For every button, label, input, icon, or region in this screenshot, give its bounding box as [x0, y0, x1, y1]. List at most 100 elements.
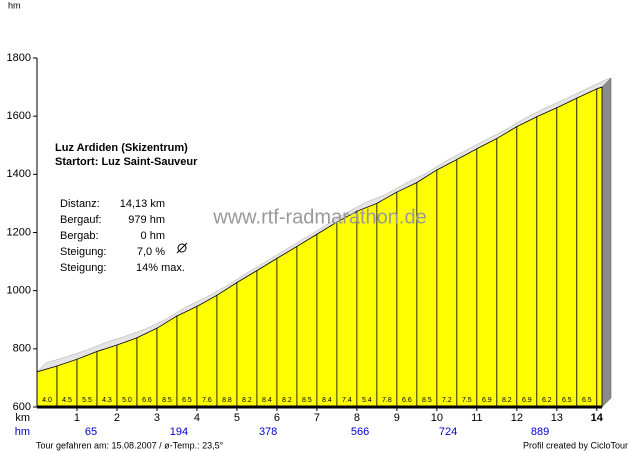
- profile-segment: [356, 202, 378, 408]
- gradient-label: 8.5: [162, 397, 172, 404]
- footer-left: Tour gefahren am: 15.08.2007 / ø-Temp.: …: [36, 440, 224, 450]
- profile-segment: [216, 281, 238, 408]
- profile-segment: [256, 257, 278, 408]
- profile-segment: [316, 221, 338, 408]
- gradient-label: 6.5: [562, 397, 572, 404]
- profile-segment: [136, 327, 158, 408]
- gradient-label: 8.5: [422, 397, 432, 404]
- gradient-label: 6.9: [482, 397, 492, 404]
- watermark: www.rtf-radmarathon.de: [212, 206, 426, 228]
- y-tick-label: 1800: [7, 52, 31, 64]
- climb-label: 889: [531, 426, 549, 438]
- x-tick-label: 3: [154, 412, 160, 424]
- gradient-label: 6.5: [582, 397, 592, 404]
- y-tick-label: 1600: [7, 110, 31, 122]
- plot: 4.0 4.5 5.5 4.3 5.0 6.6 8.5 6.5 7.6 8.8 8.2 8.4 8.2 8…: [7, 52, 612, 438]
- profile-segment: [496, 125, 518, 408]
- x-tick-label: 10: [431, 412, 443, 424]
- x-tick-label: 7: [314, 412, 320, 424]
- climb-unit: hm: [15, 426, 30, 438]
- y-unit: hm: [8, 0, 21, 10]
- gradient-label: 4.3: [102, 397, 112, 404]
- gradient-label: 7.2: [442, 397, 452, 404]
- gradient-label: 6.2: [542, 397, 552, 404]
- stat-value: 14% max.: [136, 262, 185, 274]
- gradient-label: 8.8: [222, 397, 232, 404]
- climb-label: 566: [351, 426, 369, 438]
- stats: Distanz: 14,13 km Bergauf: 979 hm Bergab: 0 h…: [60, 198, 185, 274]
- climb-label: 194: [170, 426, 188, 438]
- info-start: Startort: Luz Saint-Sauveur: [55, 156, 198, 168]
- x-tick-label: 9: [394, 412, 400, 424]
- y-tick-label: 1200: [7, 226, 31, 238]
- profile-segment: [176, 305, 198, 408]
- profile-segment: [276, 245, 298, 408]
- profile-segment: [576, 88, 598, 408]
- stat-label: Steigung:: [60, 246, 106, 258]
- profile-segment: [196, 294, 218, 408]
- x-tick-label: 8: [354, 412, 360, 424]
- stat-label: Bergauf:: [60, 214, 102, 226]
- stat-value: 7,0 %: [137, 246, 165, 258]
- gradient-label: 6.6: [142, 397, 152, 404]
- profile-segment: [556, 97, 578, 408]
- profile-side-face: [601, 77, 612, 408]
- stat-label: Steigung:: [60, 262, 106, 274]
- gradient-label: 8.4: [262, 397, 272, 404]
- stat-label: Bergab:: [60, 230, 99, 242]
- stat-value: 14,13 km: [120, 198, 165, 210]
- x-tick-label: 2: [114, 412, 120, 424]
- y-tick-label: 600: [13, 401, 31, 413]
- gradient-label: 7.4: [342, 397, 352, 404]
- gradient-label: 5.4: [362, 397, 372, 404]
- gradient-label: 6.5: [182, 397, 192, 404]
- stat-value: 979 hm: [128, 214, 165, 226]
- average-symbol: [176, 242, 188, 254]
- profile-segment: [516, 116, 538, 408]
- profile-segment: [596, 86, 603, 408]
- y-tick-label: 1400: [7, 168, 31, 180]
- profile-segment: [296, 233, 318, 408]
- gradient-label: 4.0: [42, 397, 52, 404]
- x-tick-label: 14: [591, 412, 604, 424]
- stat-label: Distanz:: [60, 198, 100, 210]
- profile-segment: [536, 107, 558, 408]
- gradient-label: 8.2: [502, 397, 512, 404]
- gradient-label: 8.4: [322, 397, 332, 404]
- profile-segment: [436, 158, 458, 408]
- y-tick-label: 1000: [7, 285, 31, 297]
- x-tick-label: 1: [74, 412, 80, 424]
- climb-label: 378: [259, 426, 277, 438]
- profile-segment: [476, 137, 498, 408]
- gradient-label: 5.5: [82, 397, 92, 404]
- gradient-label: 8.2: [282, 397, 292, 404]
- climb-label: 724: [439, 426, 457, 438]
- x-tick-label: 6: [274, 412, 280, 424]
- footer-right: Profil created by CicloTour: [523, 440, 628, 450]
- profile-segment: [156, 315, 178, 408]
- gradient-label: 7.5: [462, 397, 472, 404]
- gradient-label: 4.5: [62, 397, 72, 404]
- stat-value: 0 hm: [141, 230, 165, 242]
- gradient-label: 8.5: [302, 397, 312, 404]
- info-box: Luz Ardiden (Skizentrum) Startort: Luz S…: [55, 142, 198, 274]
- x-tick-label: 4: [194, 412, 200, 424]
- x-unit: km: [15, 412, 30, 424]
- profile-segment: [336, 210, 358, 408]
- gradient-label: 7.6: [202, 397, 212, 404]
- profile-segment: [236, 269, 258, 408]
- gradient-label: 5.0: [122, 397, 132, 404]
- x-tick-label: 12: [511, 412, 523, 424]
- x-tick-label: 13: [551, 412, 563, 424]
- gradient-label: 8.2: [242, 397, 252, 404]
- climb-label: 65: [85, 426, 97, 438]
- x-tick-label: 5: [234, 412, 240, 424]
- gradient-label: 6.6: [402, 397, 412, 404]
- gradient-label: 7.8: [382, 397, 392, 404]
- y-tick-label: 800: [13, 343, 31, 355]
- info-title: Luz Ardiden (Skizentrum): [55, 142, 188, 154]
- profile-segment: [456, 148, 478, 408]
- x-tick-label: 11: [471, 412, 482, 424]
- gradient-label: 6.9: [522, 397, 532, 404]
